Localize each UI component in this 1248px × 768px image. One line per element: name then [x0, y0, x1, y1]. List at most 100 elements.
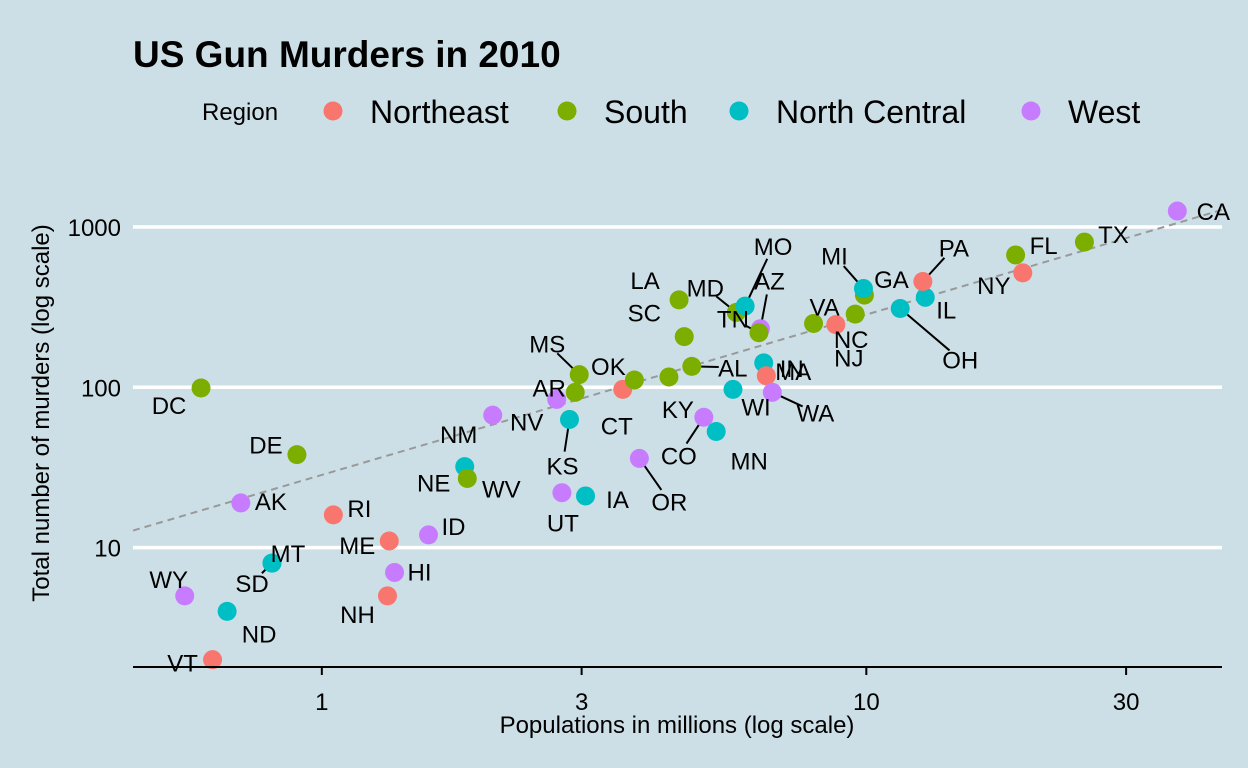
x-axis-title: Populations in millions (log scale) [500, 712, 855, 739]
point-label-me: ME [339, 533, 375, 560]
point-label-ne: NE [417, 471, 450, 498]
legend-label-south: South [604, 94, 688, 130]
point-label-mn: MN [731, 448, 768, 475]
point-label-ks: KS [546, 453, 578, 480]
point-label-wi: WI [741, 394, 770, 421]
point-ny [1013, 263, 1033, 283]
point-label-ut: UT [547, 511, 579, 538]
legend-title: Region [202, 99, 278, 126]
data-points [175, 201, 1187, 670]
point-label-ri: RI [347, 496, 371, 523]
legend-label-north-central: North Central [776, 94, 966, 130]
legend-key-south [557, 101, 577, 121]
point-ca [1167, 201, 1187, 221]
legend-key-northeast [323, 101, 343, 121]
point-label-tx: TX [1098, 222, 1129, 249]
point-me [379, 531, 399, 551]
point-label-va: VA [809, 294, 839, 321]
point-label-fl: FL [1030, 233, 1058, 260]
point-label-md: MD [687, 275, 724, 302]
point-label-wy: WY [149, 567, 188, 594]
legend: Region Northeast South North Central West [202, 94, 1140, 130]
point-or [629, 448, 649, 468]
point-co [694, 407, 714, 427]
point-label-ny: NY [977, 273, 1010, 300]
point-hi [385, 562, 405, 582]
point-label-nj: NJ [834, 346, 863, 373]
point-label-tn: TN [717, 307, 749, 334]
point-label-az: AZ [754, 269, 785, 296]
point-la [669, 290, 689, 310]
point-label-mo: MO [754, 234, 793, 261]
point-ia [576, 486, 596, 506]
point-label-co: CO [661, 443, 697, 470]
point-pa [913, 271, 933, 291]
point-label-la: LA [630, 268, 659, 295]
point-tn [749, 323, 769, 343]
point-ri [323, 505, 343, 525]
point-label-ky: KY [662, 397, 694, 424]
y-tick-label: 10 [94, 536, 121, 563]
point-label-nh: NH [340, 602, 375, 629]
y-axis-ticks: 10 100 1000 [68, 215, 121, 563]
point-de [287, 445, 307, 465]
point-label-ia: IA [606, 487, 629, 514]
point-label-wa: WA [796, 400, 834, 427]
point-label-ct: CT [601, 413, 633, 440]
point-nh [377, 586, 397, 606]
point-label-wv: WV [482, 476, 521, 503]
point-mo [735, 296, 755, 316]
x-tick-label: 10 [853, 689, 880, 716]
point-label-mt: MT [271, 541, 306, 568]
x-tick-label: 3 [575, 689, 588, 716]
point-label-hi: HI [408, 559, 432, 586]
x-axis-ticks: 1 3 10 30 [315, 667, 1139, 716]
point-label-nc: NC [834, 327, 869, 354]
point-label-sd: SD [235, 571, 268, 598]
point-ma [756, 366, 776, 386]
point-vt [203, 650, 223, 670]
leader-line-oh [899, 307, 951, 352]
point-label-al: AL [718, 355, 747, 382]
point-label-in: IN [780, 356, 804, 383]
gridlines [133, 225, 1222, 550]
y-tick-label: 100 [81, 375, 121, 402]
point-label-il: IL [936, 297, 956, 324]
point-ky [659, 367, 679, 387]
point-ok [624, 370, 644, 390]
point-label-sc: SC [628, 301, 661, 328]
legend-label-west: West [1068, 94, 1140, 130]
point-label-id: ID [441, 514, 465, 541]
point-label-dc: DC [152, 393, 187, 420]
point-nm [483, 405, 503, 425]
point-label-ak: AK [255, 489, 287, 516]
point-label-nm: NM [440, 422, 477, 449]
point-label-ca: CA [1197, 199, 1230, 226]
legend-key-north-central [729, 101, 749, 121]
point-ar [565, 382, 585, 402]
reference-line [132, 208, 1223, 532]
point-nj [826, 315, 846, 335]
point-tx [1074, 232, 1094, 252]
point-mi [853, 279, 873, 299]
point-label-ok: OK [591, 354, 626, 381]
point-sd [262, 553, 282, 573]
point-wy [175, 586, 195, 606]
point-sc [674, 327, 694, 347]
point-label-oh: OH [942, 348, 978, 375]
point-ak [231, 493, 251, 513]
point-id [418, 525, 438, 545]
point-ms [569, 365, 589, 385]
x-tick-label: 30 [1113, 689, 1140, 716]
point-labels: AL AK AZ AR CA CO CT DE DC FL GA HI ID IL IN IA KS KY LA ME… [149, 199, 1230, 678]
point-al [682, 356, 702, 376]
point-label-ms: MS [529, 332, 565, 359]
point-va [804, 313, 824, 333]
legend-label-northeast: Northeast [370, 94, 509, 130]
point-wa [762, 382, 782, 402]
point-label-vt: VT [167, 651, 198, 678]
point-ks [559, 409, 579, 429]
point-label-or: OR [651, 489, 687, 516]
point-wv [457, 468, 477, 488]
